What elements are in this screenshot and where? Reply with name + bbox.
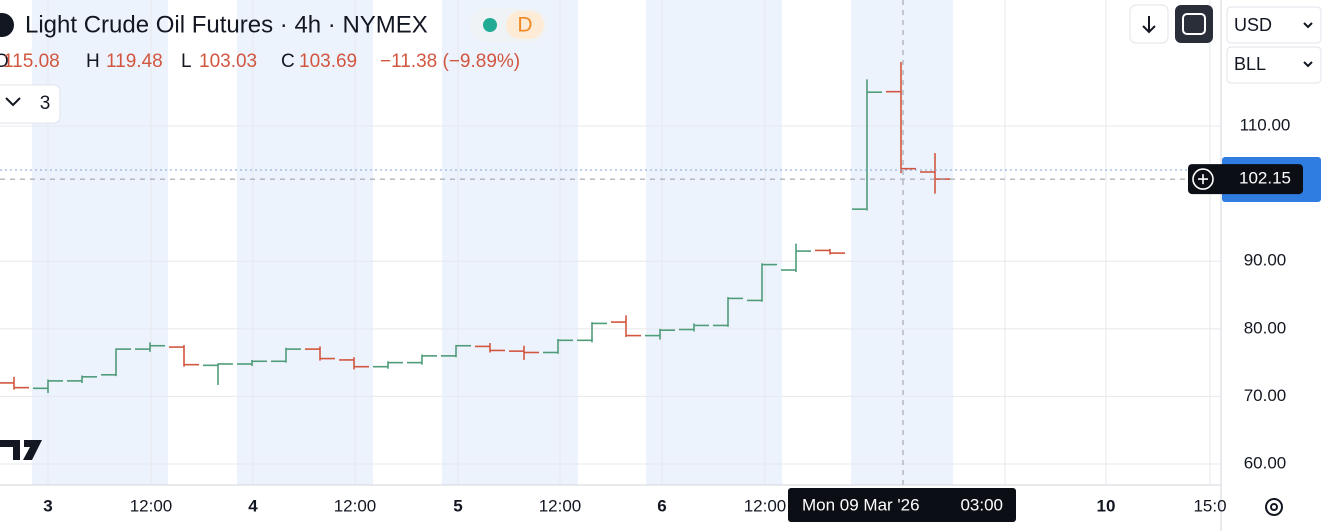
y-tick-label: 60.00 <box>1244 454 1287 473</box>
x-tick-label: 12:00 <box>744 496 787 515</box>
settings-icon[interactable] <box>1265 498 1283 516</box>
add-alert-icon[interactable] <box>1192 168 1214 190</box>
x-tick-label: 15:0 <box>1193 496 1226 515</box>
session-band <box>646 0 782 485</box>
legend-label: C <box>281 51 295 72</box>
legend-change: −11.38 (−9.89%) <box>380 51 520 72</box>
session-band <box>442 0 578 485</box>
symbol-title: Light Crude Oil Futures · 4h · NYMEX <box>25 11 428 38</box>
settings-icon-center <box>1270 503 1278 511</box>
badge-bg <box>506 11 544 39</box>
plus-sign <box>1198 174 1208 185</box>
session-band <box>851 0 953 485</box>
legend-value: 115.08 <box>3 51 60 72</box>
session-bands <box>32 0 953 485</box>
dropdown-caret <box>1303 61 1313 68</box>
ohlc-bars <box>0 61 950 394</box>
legend-value: 103.03 <box>199 51 257 72</box>
x-tick-label: 10 <box>1097 496 1116 515</box>
indicator-toggle[interactable] <box>0 84 61 124</box>
x-tick-label: 12:00 <box>334 496 377 515</box>
y-tick-label: 110.00 <box>1240 116 1291 135</box>
crosshair-time-box <box>788 488 1016 522</box>
x-tick-label: 5 <box>453 496 462 515</box>
x-tick-label: 12:00 <box>130 496 173 515</box>
price-axis: 60.00 70.00 80.00 90.00 110.00 <box>1240 116 1291 473</box>
market-status-dot <box>483 18 497 32</box>
session-band <box>237 0 373 485</box>
brand-logo <box>0 440 42 460</box>
crosshair-time: 03:00 <box>960 495 1003 514</box>
legend-label: H <box>86 51 100 72</box>
delay-badge: D <box>517 14 532 37</box>
session-band <box>32 0 168 485</box>
symbol-logo <box>0 13 14 37</box>
y-tick-label: 90.00 <box>1244 251 1287 270</box>
horizontal-grid <box>0 125 1221 465</box>
arrow-down-icon <box>1142 16 1156 34</box>
indicator-count: 3 <box>40 93 51 114</box>
x-tick-label: 6 <box>657 496 666 515</box>
crosshair-price-box <box>1188 164 1303 195</box>
legend-label: O <box>0 51 9 72</box>
x-tick-label: 3 <box>43 496 52 515</box>
unit-label: BLL <box>1234 54 1266 74</box>
unit-dropdown[interactable] <box>1226 46 1322 84</box>
dropdown-caret <box>1303 22 1313 29</box>
legend-label: L <box>181 51 192 72</box>
fullscreen-button[interactable] <box>1175 5 1213 43</box>
chevron-icon <box>5 97 21 107</box>
crosshair-price: 102.15 <box>1239 169 1291 188</box>
currency-dropdown[interactable] <box>1226 6 1322 44</box>
fullscreen-icon <box>1182 13 1206 35</box>
y-tick-label: 80.00 <box>1244 318 1287 337</box>
legend-value: 119.48 <box>106 51 163 72</box>
crosshair-date: Mon 09 Mar '26 <box>802 495 920 514</box>
y-tick-label: 70.00 <box>1244 386 1287 405</box>
legend-value: 103.69 <box>299 51 357 72</box>
x-tick-label: 12:00 <box>539 496 582 515</box>
time-axis: 3 12:00 4 12:00 5 12:00 6 12:00 10 15:0 <box>43 496 1226 515</box>
vertical-grid <box>47 0 1211 485</box>
currency-label: USD <box>1234 15 1272 35</box>
x-tick-label: 4 <box>248 496 258 515</box>
